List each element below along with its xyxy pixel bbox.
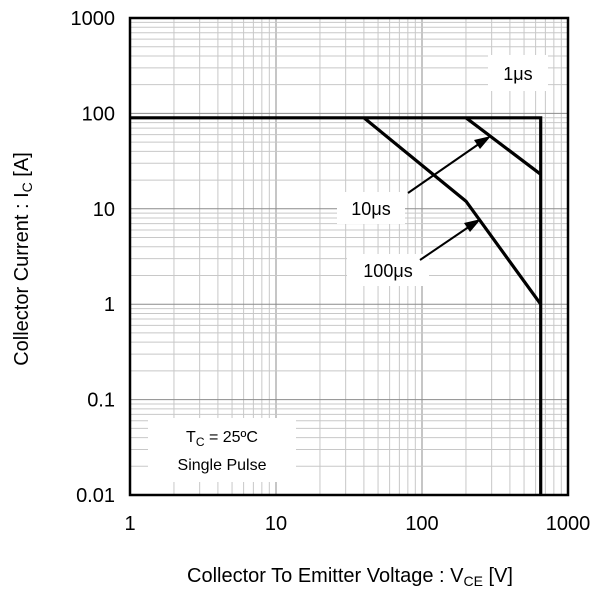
x-tick-label: 1000 (546, 513, 591, 535)
label-1us: 1μs (503, 64, 532, 84)
arrow-10us (407, 138, 487, 194)
conditions-line2: Single Pulse (178, 457, 267, 474)
y-tick-label: 1000 (71, 8, 116, 30)
x-tick-label: 1 (124, 513, 135, 535)
label-100us: 100μs (363, 261, 412, 281)
series-line-10us (465, 116, 542, 176)
arrow-10us-head (474, 136, 491, 149)
label-100us-box: 100μs (347, 254, 429, 286)
conditions-line1: TC = 25ºC (186, 429, 258, 449)
x-tick-label: 100 (405, 513, 438, 535)
conditions-box: TC = 25ºC Single Pulse (148, 418, 296, 482)
y-tick-label: 10 (93, 199, 115, 221)
series-line-100us (362, 116, 542, 306)
label-10us-box: 10μs (337, 192, 405, 224)
y-tick-label: 100 (82, 103, 115, 125)
series-lines (130, 116, 543, 495)
arrow-100us (419, 221, 477, 261)
plot-frame (128, 16, 570, 497)
x-axis-title: Collector To Emitter Voltage : VCE [V] (187, 565, 513, 589)
label-1us-box: 1μs (488, 55, 548, 91)
tick-labels: 1 10 100 1000 0.01 0.1 1 10 100 1000 (71, 8, 591, 535)
label-10us: 10μs (351, 199, 390, 219)
arrow-100us-head (464, 219, 481, 232)
series-line-1us (130, 116, 543, 495)
grid (130, 18, 568, 495)
y-tick-label: 1 (104, 294, 115, 316)
y-tick-label: 0.01 (76, 485, 115, 507)
y-axis-title: Collector Current : IC [A] (11, 152, 35, 366)
x-tick-label: 10 (265, 513, 287, 535)
y-tick-label: 0.1 (87, 390, 115, 412)
